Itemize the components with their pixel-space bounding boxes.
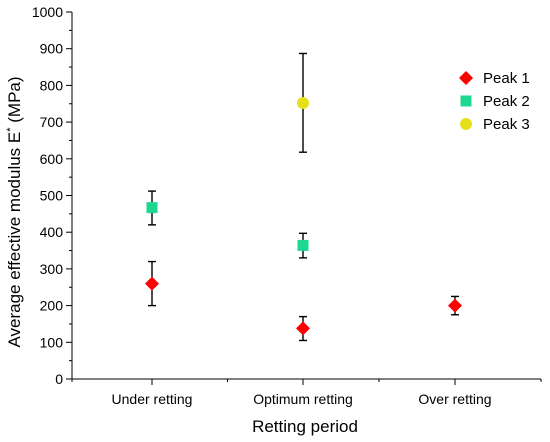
y-tick-label: 100: [40, 334, 64, 350]
y-tick-label: 600: [40, 151, 64, 167]
y-tick-label: 300: [40, 261, 64, 277]
diamond-marker: [145, 276, 159, 291]
y-axis-title-unit: (MPa): [5, 76, 24, 127]
square-marker: [297, 239, 309, 251]
legend-label: Peak 2: [483, 93, 530, 110]
axes: 0 100 200 300 400 500 600 700 800 900 1000 Under re…: [32, 4, 542, 407]
series-1-point: [145, 260, 159, 307]
y-tick-label: 400: [40, 224, 64, 240]
series-1-point: [296, 315, 310, 342]
y-tick-label: 0: [55, 371, 63, 387]
x-axis-title: Retting period: [252, 417, 358, 436]
y-tick-label: 800: [40, 77, 64, 93]
y-axis-title-main: Average effective modulus E: [5, 132, 24, 348]
y-axis-title-superscript: *: [5, 127, 17, 132]
x-tick-label: Under retting: [112, 391, 193, 407]
diamond-marker: [448, 298, 462, 313]
y-tick-label: 200: [40, 298, 64, 314]
y-tick-label: 500: [40, 188, 64, 204]
legend-label: Peak 3: [483, 116, 530, 133]
legend: Peak 1 Peak 2 Peak 3: [459, 70, 530, 133]
series-2-point: [146, 190, 158, 226]
series-2-point: [297, 232, 309, 259]
square-marker: [146, 202, 158, 214]
y-tick-label: 1000: [32, 4, 63, 20]
x-tick-label: Over retting: [418, 391, 491, 407]
series-3-point: [297, 52, 309, 153]
y-tick-label: 900: [40, 41, 64, 57]
y-tick-label: 700: [40, 114, 64, 130]
legend-diamond-marker: [459, 71, 473, 85]
legend-label: Peak 1: [483, 70, 530, 87]
diamond-marker: [296, 321, 310, 336]
y-axis-title: Average effective modulus E* (MPa): [5, 76, 24, 347]
series-1-point: [448, 295, 462, 316]
x-tick-label: Optimum retting: [253, 391, 353, 407]
data-marks: [145, 52, 462, 342]
legend-square-marker: [460, 95, 472, 107]
legend-circle-marker: [460, 118, 472, 130]
circle-marker: [297, 97, 309, 110]
